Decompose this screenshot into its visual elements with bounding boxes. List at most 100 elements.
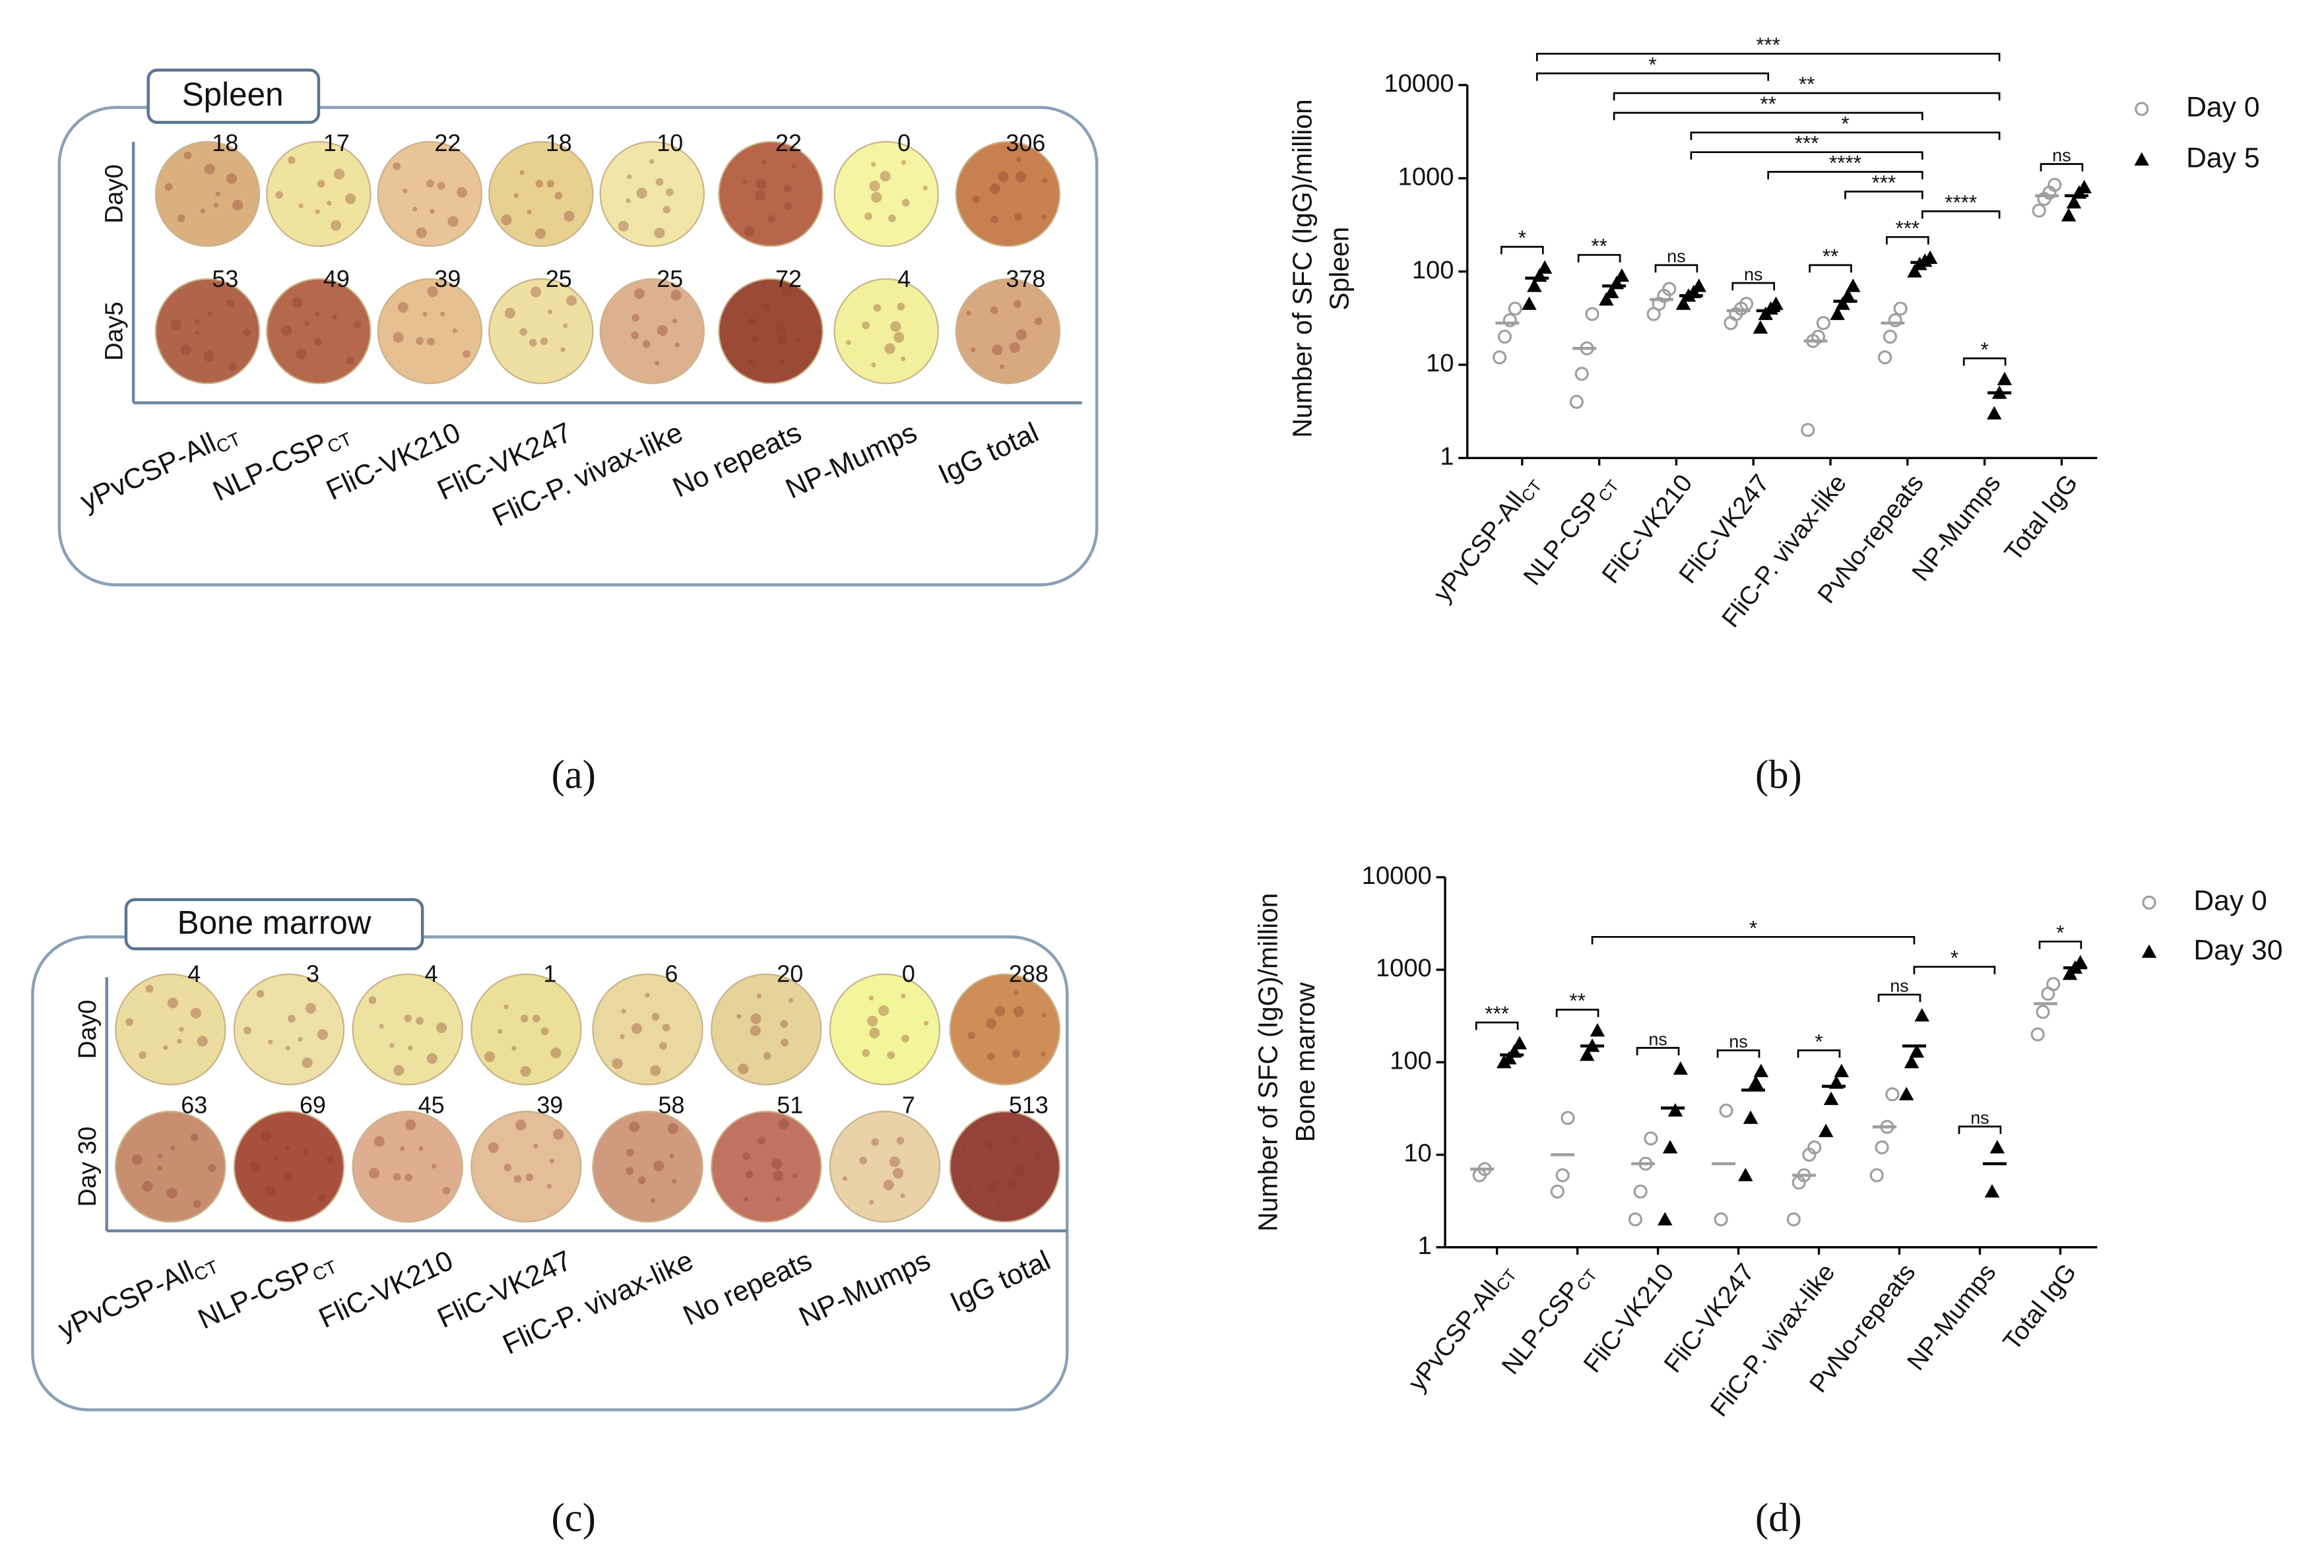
spot xyxy=(758,1137,766,1145)
significance-bracket xyxy=(1809,264,1852,273)
y-tick-label: 1 xyxy=(1440,442,1454,470)
spot xyxy=(125,1018,133,1026)
well-count: 72 xyxy=(775,265,802,292)
spot xyxy=(207,311,212,316)
well xyxy=(377,141,483,247)
spot xyxy=(527,209,532,214)
spot xyxy=(650,1065,661,1077)
point xyxy=(1834,1063,1849,1077)
spot xyxy=(878,1005,889,1017)
point xyxy=(1574,367,1589,381)
well xyxy=(829,973,941,1086)
spot xyxy=(519,170,525,175)
spot xyxy=(626,1167,633,1176)
spot xyxy=(620,1034,625,1040)
spot xyxy=(868,1199,874,1205)
spot xyxy=(317,179,325,188)
spot xyxy=(901,356,906,361)
well-count: 39 xyxy=(434,265,461,292)
well-count: 288 xyxy=(1009,960,1049,988)
well xyxy=(470,1110,582,1223)
well-label-main: yPvCSP-All xyxy=(53,1255,199,1346)
spot xyxy=(659,1042,667,1050)
spot xyxy=(775,1196,781,1201)
spot xyxy=(631,1023,643,1034)
spot xyxy=(655,177,664,186)
spot xyxy=(326,1156,335,1164)
spot xyxy=(142,1181,153,1192)
well xyxy=(833,141,939,247)
panel-label: (a) xyxy=(552,753,596,797)
well xyxy=(115,973,226,1086)
spot xyxy=(986,1052,995,1061)
spot xyxy=(354,321,362,329)
y-tick-label: 100 xyxy=(1390,1046,1432,1075)
spot xyxy=(873,303,882,312)
point xyxy=(1719,1103,1733,1118)
spot xyxy=(763,1051,771,1060)
point xyxy=(1662,282,1677,296)
point xyxy=(1743,1110,1759,1124)
spot xyxy=(261,1131,272,1142)
significance-label: ** xyxy=(1799,72,1815,96)
significance-label: **** xyxy=(1829,150,1861,174)
significance-label: ns xyxy=(1744,265,1762,284)
spot xyxy=(842,1176,848,1181)
point xyxy=(1807,1140,1822,1155)
point xyxy=(2077,179,2092,194)
point xyxy=(1497,329,1512,344)
well-count: 25 xyxy=(657,265,683,292)
spot xyxy=(901,160,907,165)
well-count: 3 xyxy=(306,960,319,988)
x-tick-label-main: NLP-CSP xyxy=(1497,1276,1586,1380)
spot xyxy=(1042,177,1048,183)
spot xyxy=(416,336,424,345)
spot xyxy=(208,1164,216,1172)
spot xyxy=(779,359,785,364)
spot xyxy=(404,1174,413,1182)
point xyxy=(1869,1168,1884,1183)
significance-label: ** xyxy=(1760,92,1776,115)
spot xyxy=(180,344,191,356)
significance-label: ** xyxy=(1823,244,1838,268)
spot xyxy=(890,321,901,332)
legend-label: Day 0 xyxy=(2186,91,2259,123)
point xyxy=(1786,1212,1801,1227)
well xyxy=(377,278,483,385)
x-tick-label: Total IgG xyxy=(1998,1259,2082,1356)
point xyxy=(2032,203,2046,218)
spot xyxy=(256,989,265,998)
significance-label: *** xyxy=(1872,170,1896,194)
well xyxy=(711,1110,822,1223)
spot xyxy=(1033,1152,1041,1160)
spot xyxy=(302,1057,313,1069)
point xyxy=(2073,955,2088,969)
significance-bracket xyxy=(1716,1049,1760,1058)
significance-bracket xyxy=(1877,993,1921,1003)
spot xyxy=(745,1170,754,1179)
well xyxy=(266,141,371,247)
point xyxy=(1603,284,1619,299)
spot xyxy=(901,199,910,207)
well-count: 6 xyxy=(665,960,678,988)
spot xyxy=(1009,342,1020,353)
point xyxy=(1599,292,1614,306)
point xyxy=(1512,1036,1528,1050)
point xyxy=(1888,313,1902,328)
point xyxy=(2066,195,2082,209)
point xyxy=(2141,944,2157,958)
well-label-main: IgG total xyxy=(934,417,1043,491)
spot xyxy=(436,1022,447,1034)
point xyxy=(1914,1008,1929,1022)
significance-bracket xyxy=(1731,282,1776,291)
spot xyxy=(249,1161,261,1172)
x-tick-label-main: yPvCSP-All xyxy=(1428,486,1530,607)
spot xyxy=(195,330,200,335)
point xyxy=(1537,260,1553,274)
well-count: 22 xyxy=(775,129,802,156)
spot xyxy=(232,199,243,211)
spot xyxy=(672,319,678,324)
spot xyxy=(285,1046,290,1051)
spot xyxy=(989,183,1000,194)
well xyxy=(488,278,594,385)
